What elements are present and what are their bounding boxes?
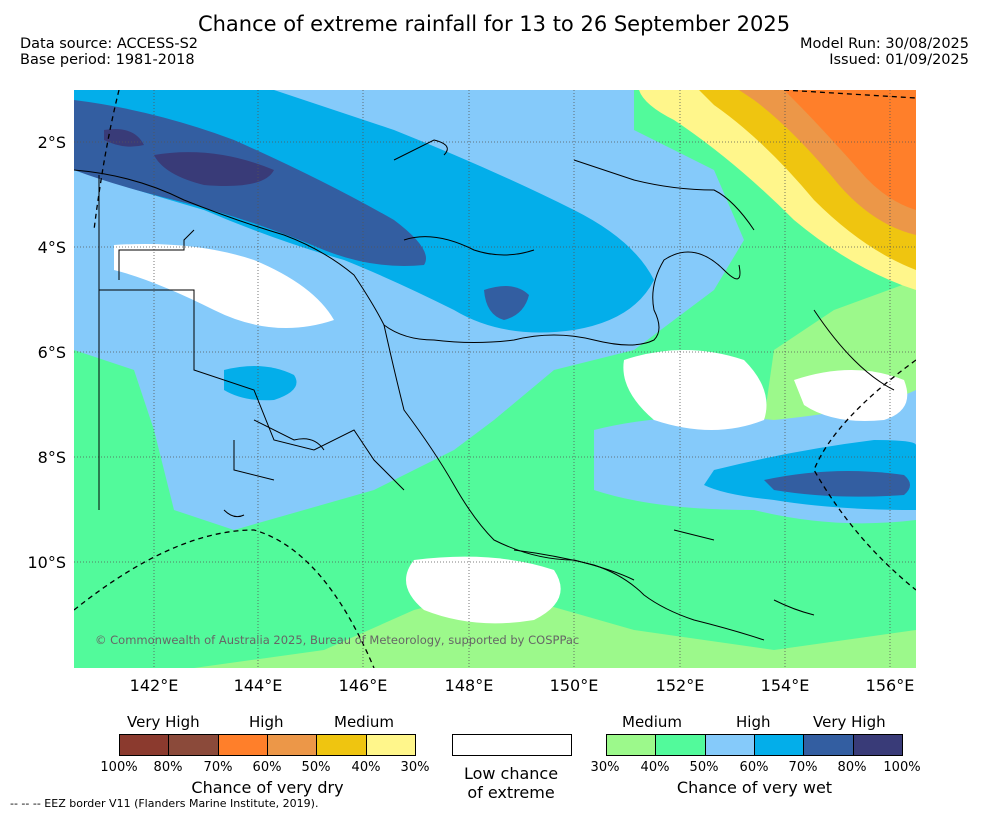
wet-swatch-0 [607, 735, 657, 755]
dry-swatch-0 [120, 735, 170, 755]
model-run-text: Model Run: 30/08/2025 [799, 36, 969, 52]
wet-pct-4: 70% [788, 760, 818, 775]
wet-pct-1: 40% [640, 760, 670, 775]
chart-title: Chance of extreme rainfall for 13 to 26 … [197, 12, 791, 36]
zone-cyan-west [224, 366, 297, 401]
data-source-text: Data source: ACCESS-S2 [20, 36, 199, 52]
dry-header-medium: Medium [334, 713, 394, 731]
wet-pct-5: 80% [837, 760, 867, 775]
zone-white-east [623, 350, 767, 430]
dry-pct-4: 50% [301, 760, 331, 775]
low-chance-line2: of extreme [467, 783, 555, 802]
low-chance-label: Low chance of extreme [436, 764, 586, 802]
x-tick-142e: 142°E [129, 676, 179, 695]
eez-borders [74, 90, 916, 668]
issued-text: Issued: 01/09/2025 [829, 52, 969, 68]
wet-caption: Chance of very wet [676, 778, 833, 797]
dry-pct-1: 80% [153, 760, 183, 775]
zone-white-ne [794, 370, 908, 421]
wet-swatch-5 [853, 735, 902, 755]
wet-pct-3: 60% [739, 760, 769, 775]
zone-dry-orange [784, 90, 916, 210]
dry-swatch-4 [317, 735, 367, 755]
y-tick-6s: 6°S [37, 343, 66, 362]
wet-swatch-4 [804, 735, 854, 755]
meta-right: Model Run: 30/08/2025 Issued: 01/09/2025 [800, 36, 969, 68]
wet-pct-0: 30% [590, 760, 620, 775]
dry-header-high: High [249, 713, 284, 731]
x-tick-144e: 144°E [233, 676, 283, 695]
dry-swatch-1 [169, 735, 219, 755]
x-tick-146e: 146°E [338, 676, 388, 695]
low-chance-line1: Low chance [463, 764, 559, 783]
rainfall-map [74, 90, 916, 668]
copyright-notice: © Commonwealth of Australia 2025, Bureau… [95, 633, 580, 647]
dry-pct-2: 70% [203, 760, 233, 775]
wet-swatch-2 [705, 735, 755, 755]
wet-pct-6: 100% [883, 760, 921, 775]
wet-swatch-1 [656, 735, 706, 755]
wet-header-high: High [736, 713, 771, 731]
wet-header-medium: Medium [622, 713, 682, 731]
dry-colorbar [119, 734, 416, 756]
gridlines [74, 90, 916, 668]
wet-pct-2: 50% [689, 760, 719, 775]
dry-swatch-2 [218, 735, 268, 755]
x-tick-154e: 154°E [760, 676, 810, 695]
wet-header-very-high: Very High [813, 713, 886, 731]
dry-pct-3: 60% [252, 760, 282, 775]
meta-left: Data source: ACCESS-S2 Base period: 1981… [20, 36, 198, 68]
y-tick-4s: 4°S [37, 238, 66, 257]
dry-pct-5: 40% [351, 760, 381, 775]
dry-header-very-high: Very High [127, 713, 200, 731]
base-period-text: Base period: 1981-2018 [20, 52, 195, 68]
zone-darkblue-east [764, 471, 910, 497]
zone-darkblue-center [484, 286, 529, 320]
dry-pct-6: 30% [400, 760, 430, 775]
x-tick-150e: 150°E [549, 676, 599, 695]
x-tick-148e: 148°E [444, 676, 494, 695]
wet-colorbar [606, 734, 903, 756]
y-tick-10s: 10°S [27, 553, 66, 572]
x-tick-152e: 152°E [655, 676, 705, 695]
dry-caption: Chance of very dry [191, 778, 344, 797]
x-tick-156e: 156°E [865, 676, 915, 695]
eez-footnote: -- -- -- EEZ border V11 (Flanders Marine… [10, 797, 319, 810]
dry-pct-0: 100% [100, 760, 138, 775]
coastlines [74, 139, 895, 641]
zone-darkest-nw [104, 129, 274, 186]
y-tick-2s: 2°S [37, 133, 66, 152]
y-tick-8s: 8°S [37, 448, 66, 467]
low-chance-swatch [452, 734, 572, 756]
zone-white-south [406, 556, 561, 624]
zone-white-west [114, 244, 334, 328]
dry-swatch-3 [267, 735, 318, 755]
dry-swatch-5 [366, 735, 415, 755]
wet-swatch-3 [754, 735, 805, 755]
